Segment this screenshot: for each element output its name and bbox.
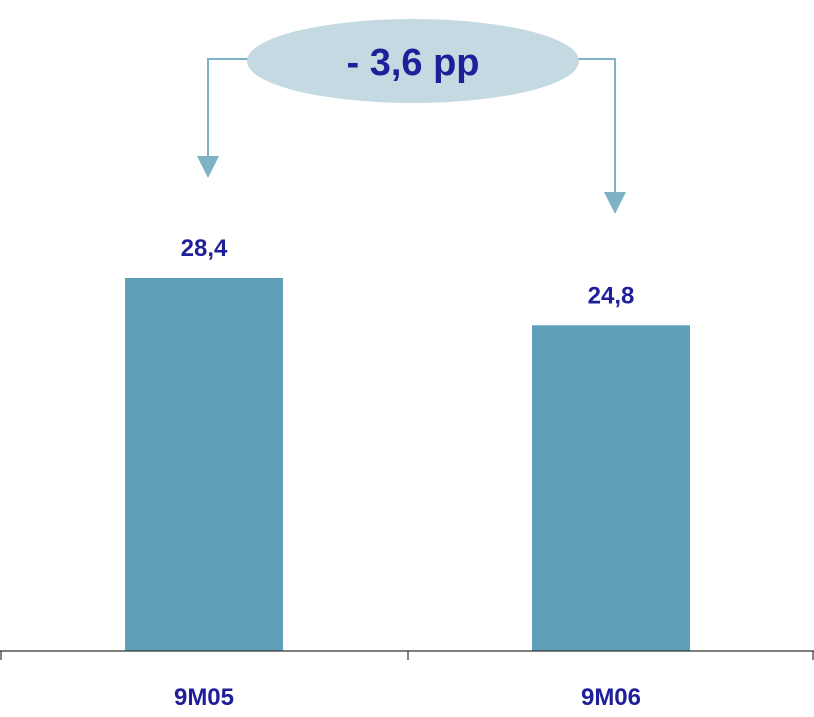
difference-annotation: - 3,6 pp [197,19,626,214]
right-arrow-head [604,192,626,214]
value-labels-group: 28,4 24,8 [181,235,635,309]
bar-9m06 [532,325,690,651]
category-label-9m06: 9M06 [581,684,641,711]
value-label-9m05: 28,4 [181,235,228,262]
category-label-9m05: 9M05 [174,684,234,711]
value-label-9m06: 24,8 [588,282,635,309]
bars-group [125,277,690,651]
annotation-text: - 3,6 pp [346,42,479,84]
category-labels-group: 9M05 9M06 [174,684,641,711]
left-arrow-head [197,156,219,178]
left-arrow-line [207,58,258,158]
x-axis-ticks [0,651,814,660]
right-arrow-line [568,58,616,194]
annotation-ellipse [247,19,579,103]
bar-9m05 [125,277,283,651]
